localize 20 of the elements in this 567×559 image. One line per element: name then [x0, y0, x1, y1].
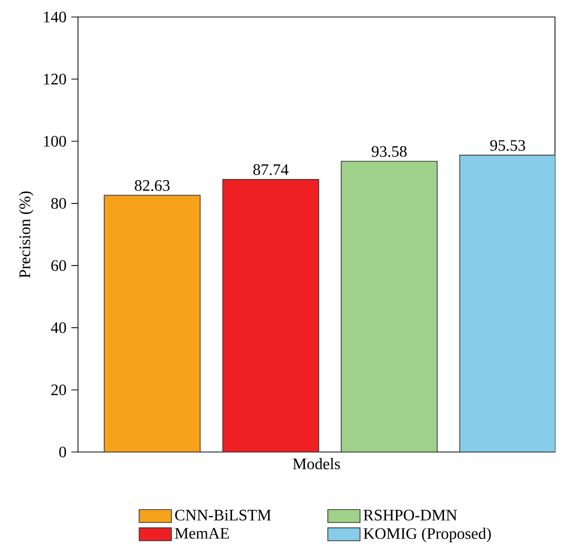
y-tick-label: 20	[51, 384, 66, 396]
y-tick-label: 100	[44, 136, 66, 147]
legend-label: KOMIG (Proposed)	[364, 528, 491, 542]
data-label: 87.74	[253, 164, 288, 176]
legend-label: RSHPO-DMN	[364, 510, 457, 521]
x-axis-title: Models	[292, 458, 340, 470]
y-tick-label: 140	[44, 12, 66, 22]
data-label: 93.58	[372, 146, 407, 157]
data-label: 82.63	[134, 180, 170, 191]
y-tick-label: 40	[50, 322, 66, 334]
y-tick-label: 120	[44, 74, 66, 85]
y-tick-label: 80	[51, 198, 66, 209]
y-tick-label: 0	[59, 446, 66, 458]
legend-label: CNN-BiLSTM	[175, 510, 271, 521]
bar	[459, 154, 555, 452]
y-axis-title: Precision (%)	[18, 191, 34, 278]
bar	[104, 194, 201, 452]
y-tick-label: 60	[51, 260, 66, 271]
data-label: 95.53	[490, 140, 526, 151]
legend-label: MemAE	[174, 528, 229, 539]
